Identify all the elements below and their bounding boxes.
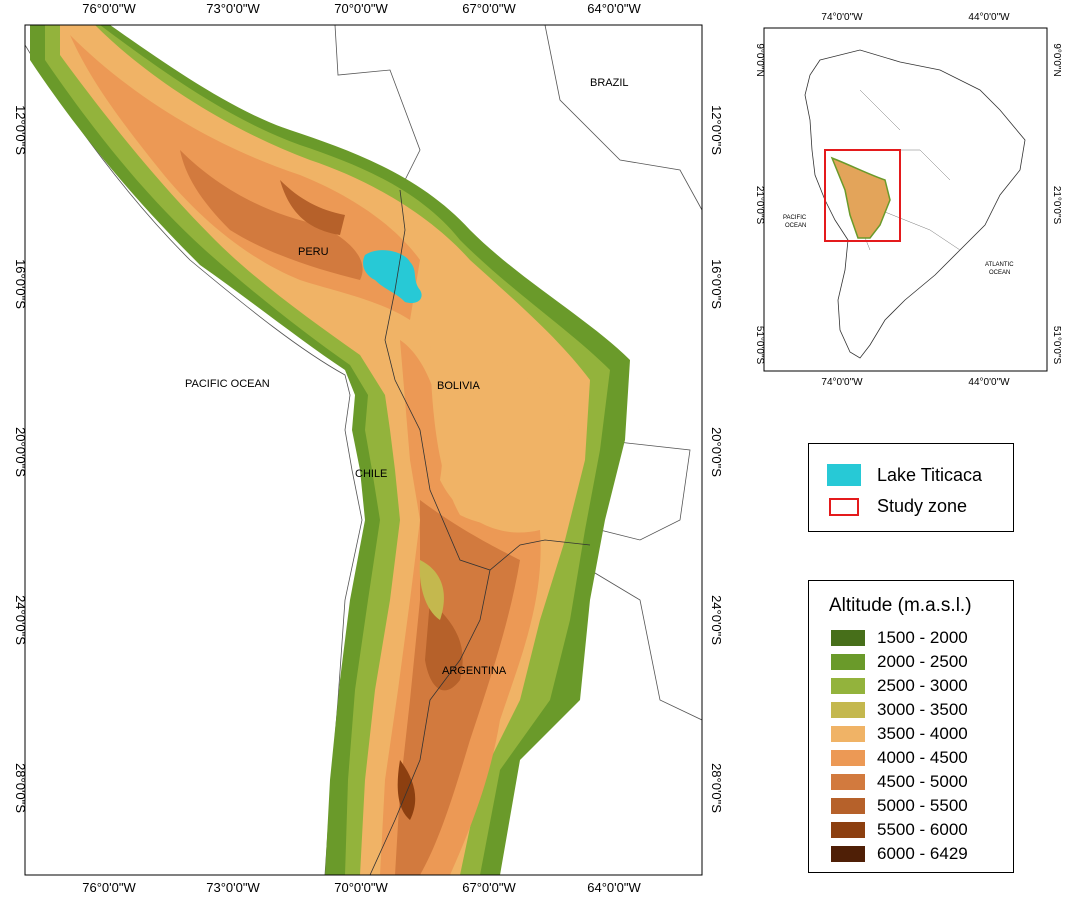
altitude-class-row: 5500 - 6000 (831, 819, 968, 841)
inset-label-pacific-2: OCEAN (785, 223, 806, 229)
inset-latitude-label: 9°0'0"N (1051, 43, 1062, 76)
longitude-label: 76°0'0"W (82, 1, 136, 16)
lake-titicaca (363, 250, 422, 304)
feature-legend: Lake Titicaca Study zone (808, 443, 1014, 532)
study-zone-swatch (829, 497, 859, 516)
longitude-label: 76°0'0"W (82, 880, 136, 895)
inset-left-latitude-labels: 9°0'0"N 21°0'0"S 51°0'0"S (754, 43, 765, 364)
label-chile: CHILE (355, 468, 387, 480)
border-peru-brazil (334, 25, 421, 191)
altitude-swatch (831, 726, 865, 742)
altitude-class-row: 6000 - 6429 (831, 843, 968, 865)
altitude-swatch (831, 678, 865, 694)
altitude-class-label: 6000 - 6429 (877, 844, 968, 863)
altitude-class-row: 2500 - 3000 (831, 675, 968, 697)
latitude-label: 12°0'0"S (13, 105, 28, 155)
altitude-class-row: 5000 - 5500 (831, 795, 968, 817)
inset-longitude-label: 44°0'0"W (968, 12, 1010, 23)
altitude-swatch (831, 798, 865, 814)
label-bolivia: BOLIVIA (437, 380, 480, 392)
altitude-class-label: 1500 - 2000 (877, 628, 968, 647)
latitude-label: 16°0'0"S (709, 259, 724, 309)
legend-label-lake: Lake Titicaca (877, 464, 983, 485)
top-longitude-labels: 76°0'0"W 73°0'0"W 70°0'0"W 67°0'0"W 64°0'0"W (82, 1, 641, 16)
altitude-legend-title: Altitude (m.a.s.l.) (829, 595, 972, 616)
right-latitude-labels: 12°0'0"S 16°0'0"S 20°0'0"S 24°0'0"S 28°0'0"S (709, 105, 724, 813)
latitude-label: 28°0'0"S (13, 763, 28, 813)
altitude-class-label: 5000 - 5500 (877, 796, 968, 815)
altitude-swatch (831, 774, 865, 790)
altitude-class-row: 1500 - 2000 (831, 627, 968, 649)
altitude-class-row: 3000 - 3500 (831, 699, 968, 721)
inset-top-longitude-labels: 74°0'0"W 44°0'0"W (821, 12, 1010, 23)
inset-right-latitude-labels: 9°0'0"N 21°0'0"S 51°0'0"S (1051, 43, 1062, 364)
border-brazil-bolivia (544, 25, 702, 211)
latitude-label: 16°0'0"S (13, 259, 28, 309)
label-argentina: ARGENTINA (442, 665, 507, 677)
inset-latitude-label: 21°0'0"S (754, 186, 765, 225)
altitude-class-row: 3500 - 4000 (831, 723, 968, 745)
latitude-label: 20°0'0"S (13, 427, 28, 477)
altitude-swatch (831, 846, 865, 862)
inset-longitude-label: 44°0'0"W (968, 377, 1010, 388)
label-pacific-ocean: PACIFIC OCEAN (185, 378, 270, 390)
bottom-longitude-labels: 76°0'0"W 73°0'0"W 70°0'0"W 67°0'0"W 64°0'0"W (82, 880, 641, 895)
altitude-swatch (831, 822, 865, 838)
inset-label-atlantic-1: ATLANTIC (985, 262, 1014, 268)
longitude-label: 67°0'0"W (462, 880, 516, 895)
inset-longitude-label: 74°0'0"W (821, 12, 863, 23)
altitude-swatch (831, 702, 865, 718)
inset-country-borders (849, 89, 961, 251)
inset-latitude-label: 51°0'0"S (754, 326, 765, 365)
altitude-swatch (831, 750, 865, 766)
legend-label-study-zone: Study zone (877, 496, 968, 516)
longitude-label: 73°0'0"W (206, 1, 260, 16)
altitude-swatch (831, 630, 865, 646)
inset-label-pacific-1: PACIFIC (783, 215, 807, 221)
altitude-class-label: 3500 - 4000 (877, 724, 968, 743)
inset-latitude-label: 51°0'0"S (1051, 326, 1062, 365)
label-brazil: BRAZIL (590, 77, 629, 89)
longitude-label: 70°0'0"W (334, 1, 388, 16)
longitude-label: 67°0'0"W (462, 1, 516, 16)
inset-bottom-longitude-labels: 74°0'0"W 44°0'0"W (821, 377, 1010, 388)
inset-map[interactable]: PACIFIC OCEAN ATLANTIC OCEAN 74°0'0"W 44°… (754, 12, 1062, 388)
inset-label-atlantic-2: OCEAN (989, 270, 1010, 276)
latitude-label: 12°0'0"S (709, 105, 724, 155)
legend-item-study-zone: Study zone (827, 496, 967, 517)
longitude-label: 70°0'0"W (334, 880, 388, 895)
altitude-class-label: 4000 - 4500 (877, 748, 968, 767)
latitude-label: 28°0'0"S (709, 763, 724, 813)
altitude-class-label: 5500 - 6000 (877, 820, 968, 839)
inset-latitude-label: 9°0'0"N (754, 43, 765, 76)
elevation-terrain (30, 25, 630, 875)
longitude-label: 64°0'0"W (587, 1, 641, 16)
altitude-class-row: 4500 - 5000 (831, 771, 968, 793)
altitude-swatch (831, 654, 865, 670)
altitude-class-label: 2000 - 2500 (877, 652, 968, 671)
longitude-label: 64°0'0"W (587, 880, 641, 895)
inset-longitude-label: 74°0'0"W (821, 377, 863, 388)
altitude-class-label: 4500 - 5000 (877, 772, 968, 791)
legend-item-lake: Lake Titicaca (827, 464, 982, 486)
inset-latitude-label: 21°0'0"S (1051, 186, 1062, 225)
south-america-outline (804, 49, 1026, 359)
latitude-label: 24°0'0"S (709, 595, 724, 645)
latitude-label: 24°0'0"S (13, 595, 28, 645)
inset-andes (830, 156, 891, 239)
altitude-legend: Altitude (m.a.s.l.) 1500 - 2000 2000 - 25… (808, 580, 1014, 873)
label-peru: PERU (298, 246, 329, 258)
altitude-class-row: 4000 - 4500 (831, 747, 968, 769)
andean-borders (369, 189, 591, 875)
study-zone-rect (824, 149, 901, 242)
altitude-class-label: 2500 - 3000 (877, 676, 968, 695)
altitude-class-row: 2000 - 2500 (831, 651, 968, 673)
altitude-class-label: 3000 - 3500 (877, 700, 968, 719)
lake-swatch (827, 464, 861, 486)
longitude-label: 73°0'0"W (206, 880, 260, 895)
left-latitude-labels: 12°0'0"S 16°0'0"S 20°0'0"S 24°0'0"S 28°0'0"S (13, 105, 28, 813)
latitude-label: 20°0'0"S (709, 427, 724, 477)
